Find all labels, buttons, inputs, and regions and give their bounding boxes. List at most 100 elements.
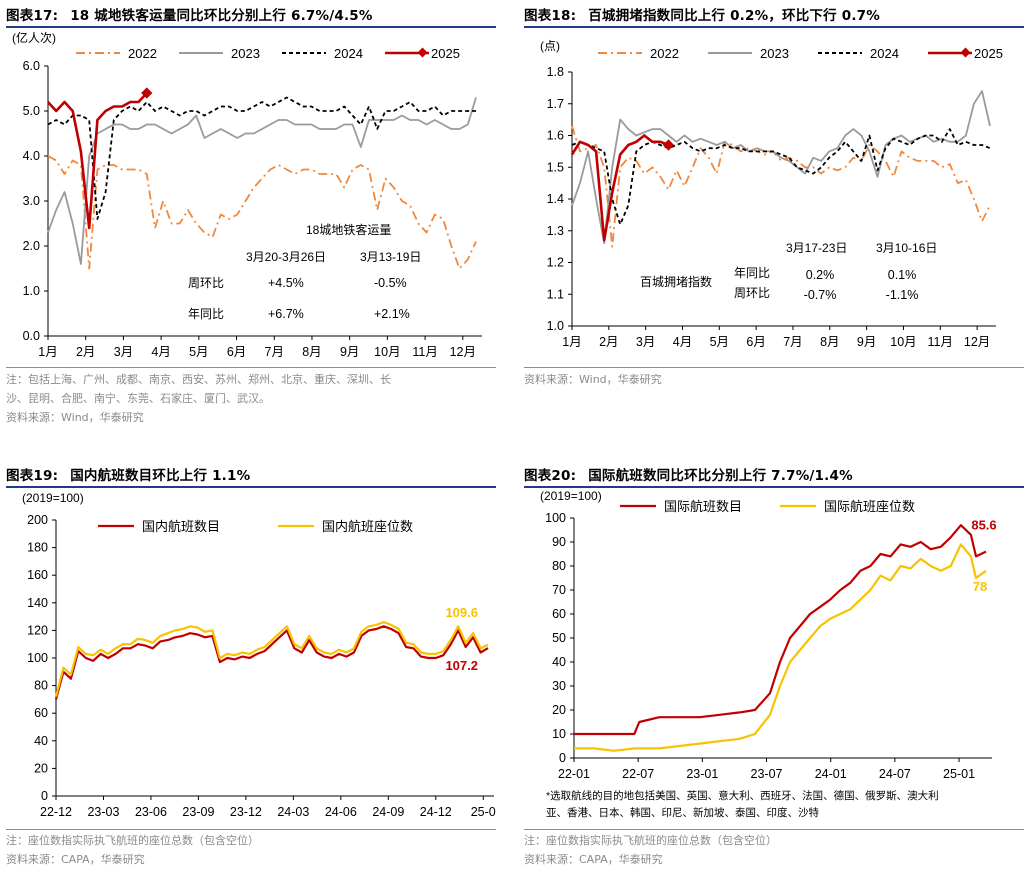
panel-title: 图表20: 国际航班数同比环比分别上行 7.7%/1.4% [524,464,853,484]
annotation-value: 0.1% [888,268,917,282]
annotation-value: -1.1% [886,288,919,302]
x-tick-label: 6月 [227,345,246,359]
series-line-2023 [47,97,477,265]
y-axis-label: (2019=100) [540,489,602,503]
x-tick-label: 24-07 [879,767,911,781]
annotation-value: +4.5% [268,276,304,290]
series-end-value-label: 78 [973,579,987,594]
figure-label: 图表18: [524,8,577,24]
footnote-line-1: *选取航线的目的地包括美国、英国、意大利、西班牙、法国、德国、俄罗斯、澳大利 [546,789,939,802]
x-tick-label: 24-12 [420,805,452,819]
y-tick-label: 1.1 [547,287,564,301]
panel-international: 图表20: 国际航班数同比环比分别上行 7.7%/1.4% (2019=100) 0… [524,464,1024,870]
y-tick-label: 70 [552,583,566,597]
x-tick-label: 23-06 [135,805,167,819]
series-line-2023 [571,90,991,245]
y-axis-label: (2019=100) [22,491,84,505]
x-tick-label: 5月 [189,345,208,359]
legend-label: 2022 [650,46,679,61]
y-tick-label: 80 [34,679,48,693]
x-tick-label: 12月 [450,345,476,359]
panel-title: 图表17: 18 城地铁客运量同比环比分别上行 6.7%/4.5% [6,4,373,24]
x-tick-label: 11月 [412,345,437,359]
annotation-value: -0.5% [374,276,407,290]
legend-label: 2023 [760,46,789,61]
note-line-1: 注：包括上海、广州、成都、南京、西安、苏州、郑州、北京、重庆、深圳、长 [6,373,391,386]
legend-label: 2022 [128,46,157,61]
note-line-2: 沙、昆明、合肥、南宁、东莞、石家庄、厦门、武汉。 [6,392,270,405]
annotation-row-label: 年同比 [734,266,770,280]
x-tick-label: 1月 [562,335,581,349]
y-tick-label: 1.0 [547,319,564,333]
source-note: 资料来源：Wind，华泰研究 [6,411,144,424]
x-tick-label: 1月 [38,345,57,359]
annotation-row-label: 周环比 [188,276,224,290]
y-tick-label: 1.7 [547,97,564,111]
x-tick-label: 3月 [636,335,655,349]
x-tick-label: 8月 [302,345,321,359]
series-line-2024 [47,96,476,220]
x-tick-label: 10月 [374,345,400,359]
chart-metro: (亿人次) 0.0 1.0 2.0 3.0 4.0 5.0 6.0 1月 2月 3月 4月 5月 6月 7月… [12,30,482,359]
chart-international: (2019=100) 0 10 20 30 40 50 60 70 80 90 100 22-01 22-… [540,489,997,819]
panel-title: 图表19: 国内航班数目环比上行 1.1% [6,464,250,484]
series-end-value-label: 85.6 [971,518,996,533]
x-tick-label: 2月 [599,335,618,349]
y-axis-label: (点) [540,39,560,53]
source-note: 资料来源：Wind，华泰研究 [524,373,662,386]
legend-label: 2024 [870,46,899,61]
annotation-value: +2.1% [374,307,410,321]
y-tick-label: 100 [27,651,48,665]
figure-title: 国内航班数目环比上行 1.1% [70,468,251,484]
series-line-国内航班座位数 [54,621,489,697]
series-end-value-label: 107.2 [445,658,478,673]
figure-title: 18 城地铁客运量同比环比分别上行 6.7%/4.5% [70,8,373,24]
y-tick-label: 0 [559,751,566,765]
chart-congestion: (点) 1.0 1.1 1.2 1.3 1.4 1.5 1.6 1.7 1.8 1月 2月 3月 4月 5月… [540,39,1003,349]
x-tick-label: 5月 [710,335,729,349]
series-end-marker [662,139,675,151]
legend-label: 2025 [974,46,1003,61]
source-note: 资料来源：CAPA，华泰研究 [524,853,663,866]
panel-domestic: 图表19: 国内航班数目环比上行 1.1% (2019=100) 0 20 40 60 80… [6,464,496,870]
figure-label: 图表20: [524,468,577,484]
legend-label: 2023 [231,46,260,61]
x-tick-label: 2月 [76,345,95,359]
series-line-2022 [47,155,477,270]
x-tick-label: 24-03 [277,805,309,819]
y-tick-label: 2.0 [23,239,40,253]
annotation-row-label: 周环比 [734,286,770,300]
series-line-2022 [571,125,991,248]
annotation-col1: 3月20-3月26日 [246,250,326,264]
x-tick-label: 25-01 [943,767,975,781]
series-line-2024 [571,128,991,226]
y-tick-label: 0 [41,789,48,803]
footnote-line-2: 亚、香港、日本、韩国、印尼、新加坡、泰国、印度、沙特 [546,806,819,819]
x-tick-label: 4月 [673,335,692,349]
series-end-value-label: 109.6 [445,605,478,620]
legend-label: 2024 [334,46,363,61]
chart-domestic: (2019=100) 0 20 40 60 80 100 120 140 160 180 200 22-… [22,491,496,819]
source-note: 资料来源：CAPA，华泰研究 [6,853,145,866]
y-tick-label: 40 [552,655,566,669]
y-tick-label: 40 [34,734,48,748]
x-tick-label: 6月 [746,335,765,349]
x-tick-label: 23-01 [686,767,718,781]
y-tick-label: 20 [34,761,48,775]
x-tick-label: 3月 [114,345,133,359]
x-tick-label: 22-01 [558,767,590,781]
x-tick-label: 23-07 [751,767,783,781]
y-tick-label: 0.0 [23,329,40,343]
y-tick-label: 5.0 [23,104,40,118]
x-tick-label: 24-09 [372,805,404,819]
x-tick-label: 8月 [820,335,839,349]
x-tick-label: 22-12 [40,805,72,819]
annotation-col2: 3月10-16日 [876,241,937,255]
note-line-1: 注：座位数指实际执飞航班的座位总数（包含空位） [524,834,777,847]
x-tick-label: 9月 [857,335,876,349]
x-tick-label: 24-06 [325,805,357,819]
annotation-value: -0.7% [804,288,837,302]
y-tick-label: 180 [27,541,48,555]
legend-label: 国内航班座位数 [322,519,413,534]
panel-metro: 图表17: 18 城地铁客运量同比环比分别上行 6.7%/4.5% (亿人次) 0.… [6,4,496,434]
